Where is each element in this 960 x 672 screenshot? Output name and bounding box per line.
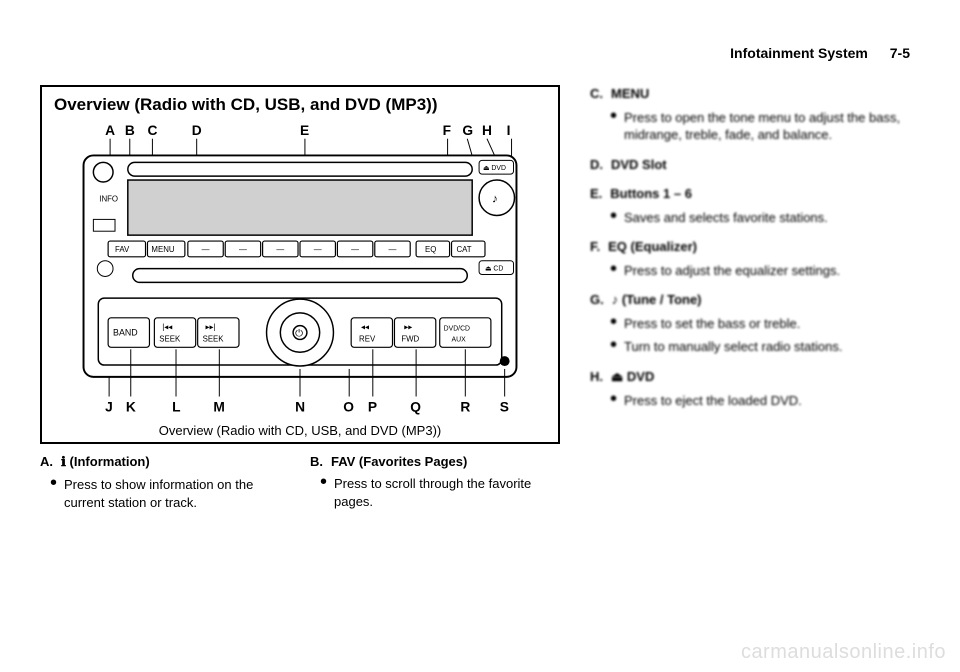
left-column: Overview (Radio with CD, USB, and DVD (M… [40, 85, 560, 517]
item-C: C. MENU Press to open the tone menu to a… [590, 85, 920, 144]
svg-text:FAV: FAV [115, 245, 130, 254]
letter-B: B [125, 123, 135, 138]
item-H: H. ⏏ DVD Press to eject the loaded DVD. [590, 368, 920, 409]
item-A-letter: A. [40, 454, 53, 470]
diagram-title: Overview (Radio with CD, USB, and DVD (M… [54, 95, 546, 115]
item-F-title: EQ (Equalizer) [608, 238, 697, 256]
svg-text:INFO: INFO [99, 195, 118, 204]
svg-text:L: L [172, 399, 180, 414]
item-H-title: ⏏ DVD [611, 368, 654, 386]
item-F-bullet: Press to adjust the equalizer settings. [600, 262, 920, 280]
svg-text:—: — [202, 245, 210, 254]
svg-text:▸▸|: ▸▸| [206, 323, 216, 332]
radio-diagram: A B C D E F G H I [54, 121, 546, 416]
right-column: C. MENU Press to open the tone menu to a… [590, 85, 920, 517]
svg-text:EQ: EQ [425, 245, 436, 254]
letter-I: I [507, 123, 511, 138]
svg-text:R: R [460, 399, 470, 414]
item-F-letter: F. [590, 238, 600, 256]
svg-text:—: — [239, 245, 247, 254]
item-A: A. ℹ (Information) Press to show informa… [40, 454, 290, 517]
item-G: G. ♪ (Tune / Tone) Press to set the bass… [590, 291, 920, 356]
item-D: D. DVD Slot [590, 156, 920, 174]
svg-text:K: K [126, 399, 136, 414]
svg-text:FWD: FWD [401, 334, 419, 343]
item-E-letter: E. [590, 185, 602, 203]
letter-E: E [300, 123, 309, 138]
svg-text:REV: REV [359, 334, 376, 343]
item-B: B. FAV (Favorites Pages) Press to scroll… [310, 454, 560, 517]
item-G-letter: G. [590, 291, 604, 309]
svg-text:S: S [500, 399, 509, 414]
svg-text:J: J [105, 399, 113, 414]
watermark: carmanualsonline.info [741, 641, 946, 664]
letter-G: G [462, 123, 473, 138]
letter-D: D [192, 123, 202, 138]
page-number: 7-5 [890, 45, 910, 61]
svg-text:—: — [314, 245, 322, 254]
item-C-bullet: Press to open the tone menu to adjust th… [600, 109, 920, 144]
svg-text:◂◂: ◂◂ [361, 323, 369, 332]
letter-F: F [443, 123, 451, 138]
page-header: Infotainment System 7-5 [730, 45, 910, 61]
item-F: F. EQ (Equalizer) Press to adjust the eq… [590, 238, 920, 279]
item-B-letter: B. [310, 454, 323, 469]
item-H-letter: H. [590, 368, 603, 386]
section-title: Infotainment System [730, 45, 868, 61]
svg-text:P: P [368, 399, 377, 414]
content-row: Overview (Radio with CD, USB, and DVD (M… [40, 85, 920, 517]
svg-text:DVD/CD: DVD/CD [444, 326, 470, 333]
item-B-bullet: Press to scroll through the favorite pag… [310, 475, 560, 510]
svg-text:O: O [343, 399, 354, 414]
item-C-letter: C. [590, 85, 603, 103]
svg-text:▸▸: ▸▸ [404, 323, 412, 332]
letter-A: A [105, 123, 115, 138]
svg-text:⏏ CD: ⏏ CD [485, 266, 503, 273]
svg-text:♪: ♪ [492, 192, 498, 206]
svg-text:N: N [295, 399, 305, 414]
svg-text:M: M [213, 399, 224, 414]
diagram-caption: Overview (Radio with CD, USB, and DVD (M… [54, 423, 546, 438]
svg-text:SEEK: SEEK [203, 334, 225, 343]
svg-text:|◂◂: |◂◂ [162, 323, 172, 332]
svg-text:Q: Q [410, 399, 421, 414]
item-E-bullet: Saves and selects favorite stations. [600, 209, 920, 227]
svg-text:—: — [389, 245, 397, 254]
svg-text:AUX: AUX [452, 336, 467, 343]
svg-text:MENU: MENU [151, 245, 174, 254]
item-G-bullet-0: Press to set the bass or treble. [600, 315, 920, 333]
item-G-bullet-1: Turn to manually select radio stations. [600, 338, 920, 356]
item-A-title: ℹ (Information) [61, 454, 150, 470]
item-A-bullet: Press to show information on the current… [40, 476, 290, 511]
page: Infotainment System 7-5 Overview (Radio … [0, 0, 960, 672]
item-D-title: DVD Slot [611, 156, 667, 174]
svg-text:—: — [276, 245, 284, 254]
svg-text:BAND: BAND [113, 328, 138, 338]
item-E-title: Buttons 1 – 6 [610, 185, 692, 203]
svg-text:⏏ DVD: ⏏ DVD [483, 165, 506, 172]
svg-text:⏻: ⏻ [295, 328, 303, 339]
letter-H: H [482, 123, 492, 138]
item-G-title: ♪ (Tune / Tone) [612, 291, 702, 309]
letter-C: C [147, 123, 157, 138]
diagram-box: Overview (Radio with CD, USB, and DVD (M… [40, 85, 560, 444]
under-diagram-columns: A. ℹ (Information) Press to show informa… [40, 454, 560, 517]
item-H-bullet: Press to eject the loaded DVD. [600, 392, 920, 410]
item-B-title: FAV (Favorites Pages) [331, 454, 467, 469]
item-D-letter: D. [590, 156, 603, 174]
item-C-title: MENU [611, 85, 649, 103]
svg-text:—: — [351, 245, 359, 254]
svg-text:SEEK: SEEK [159, 334, 181, 343]
item-E: E. Buttons 1 – 6 Saves and selects favor… [590, 185, 920, 226]
svg-text:CAT: CAT [456, 245, 471, 254]
